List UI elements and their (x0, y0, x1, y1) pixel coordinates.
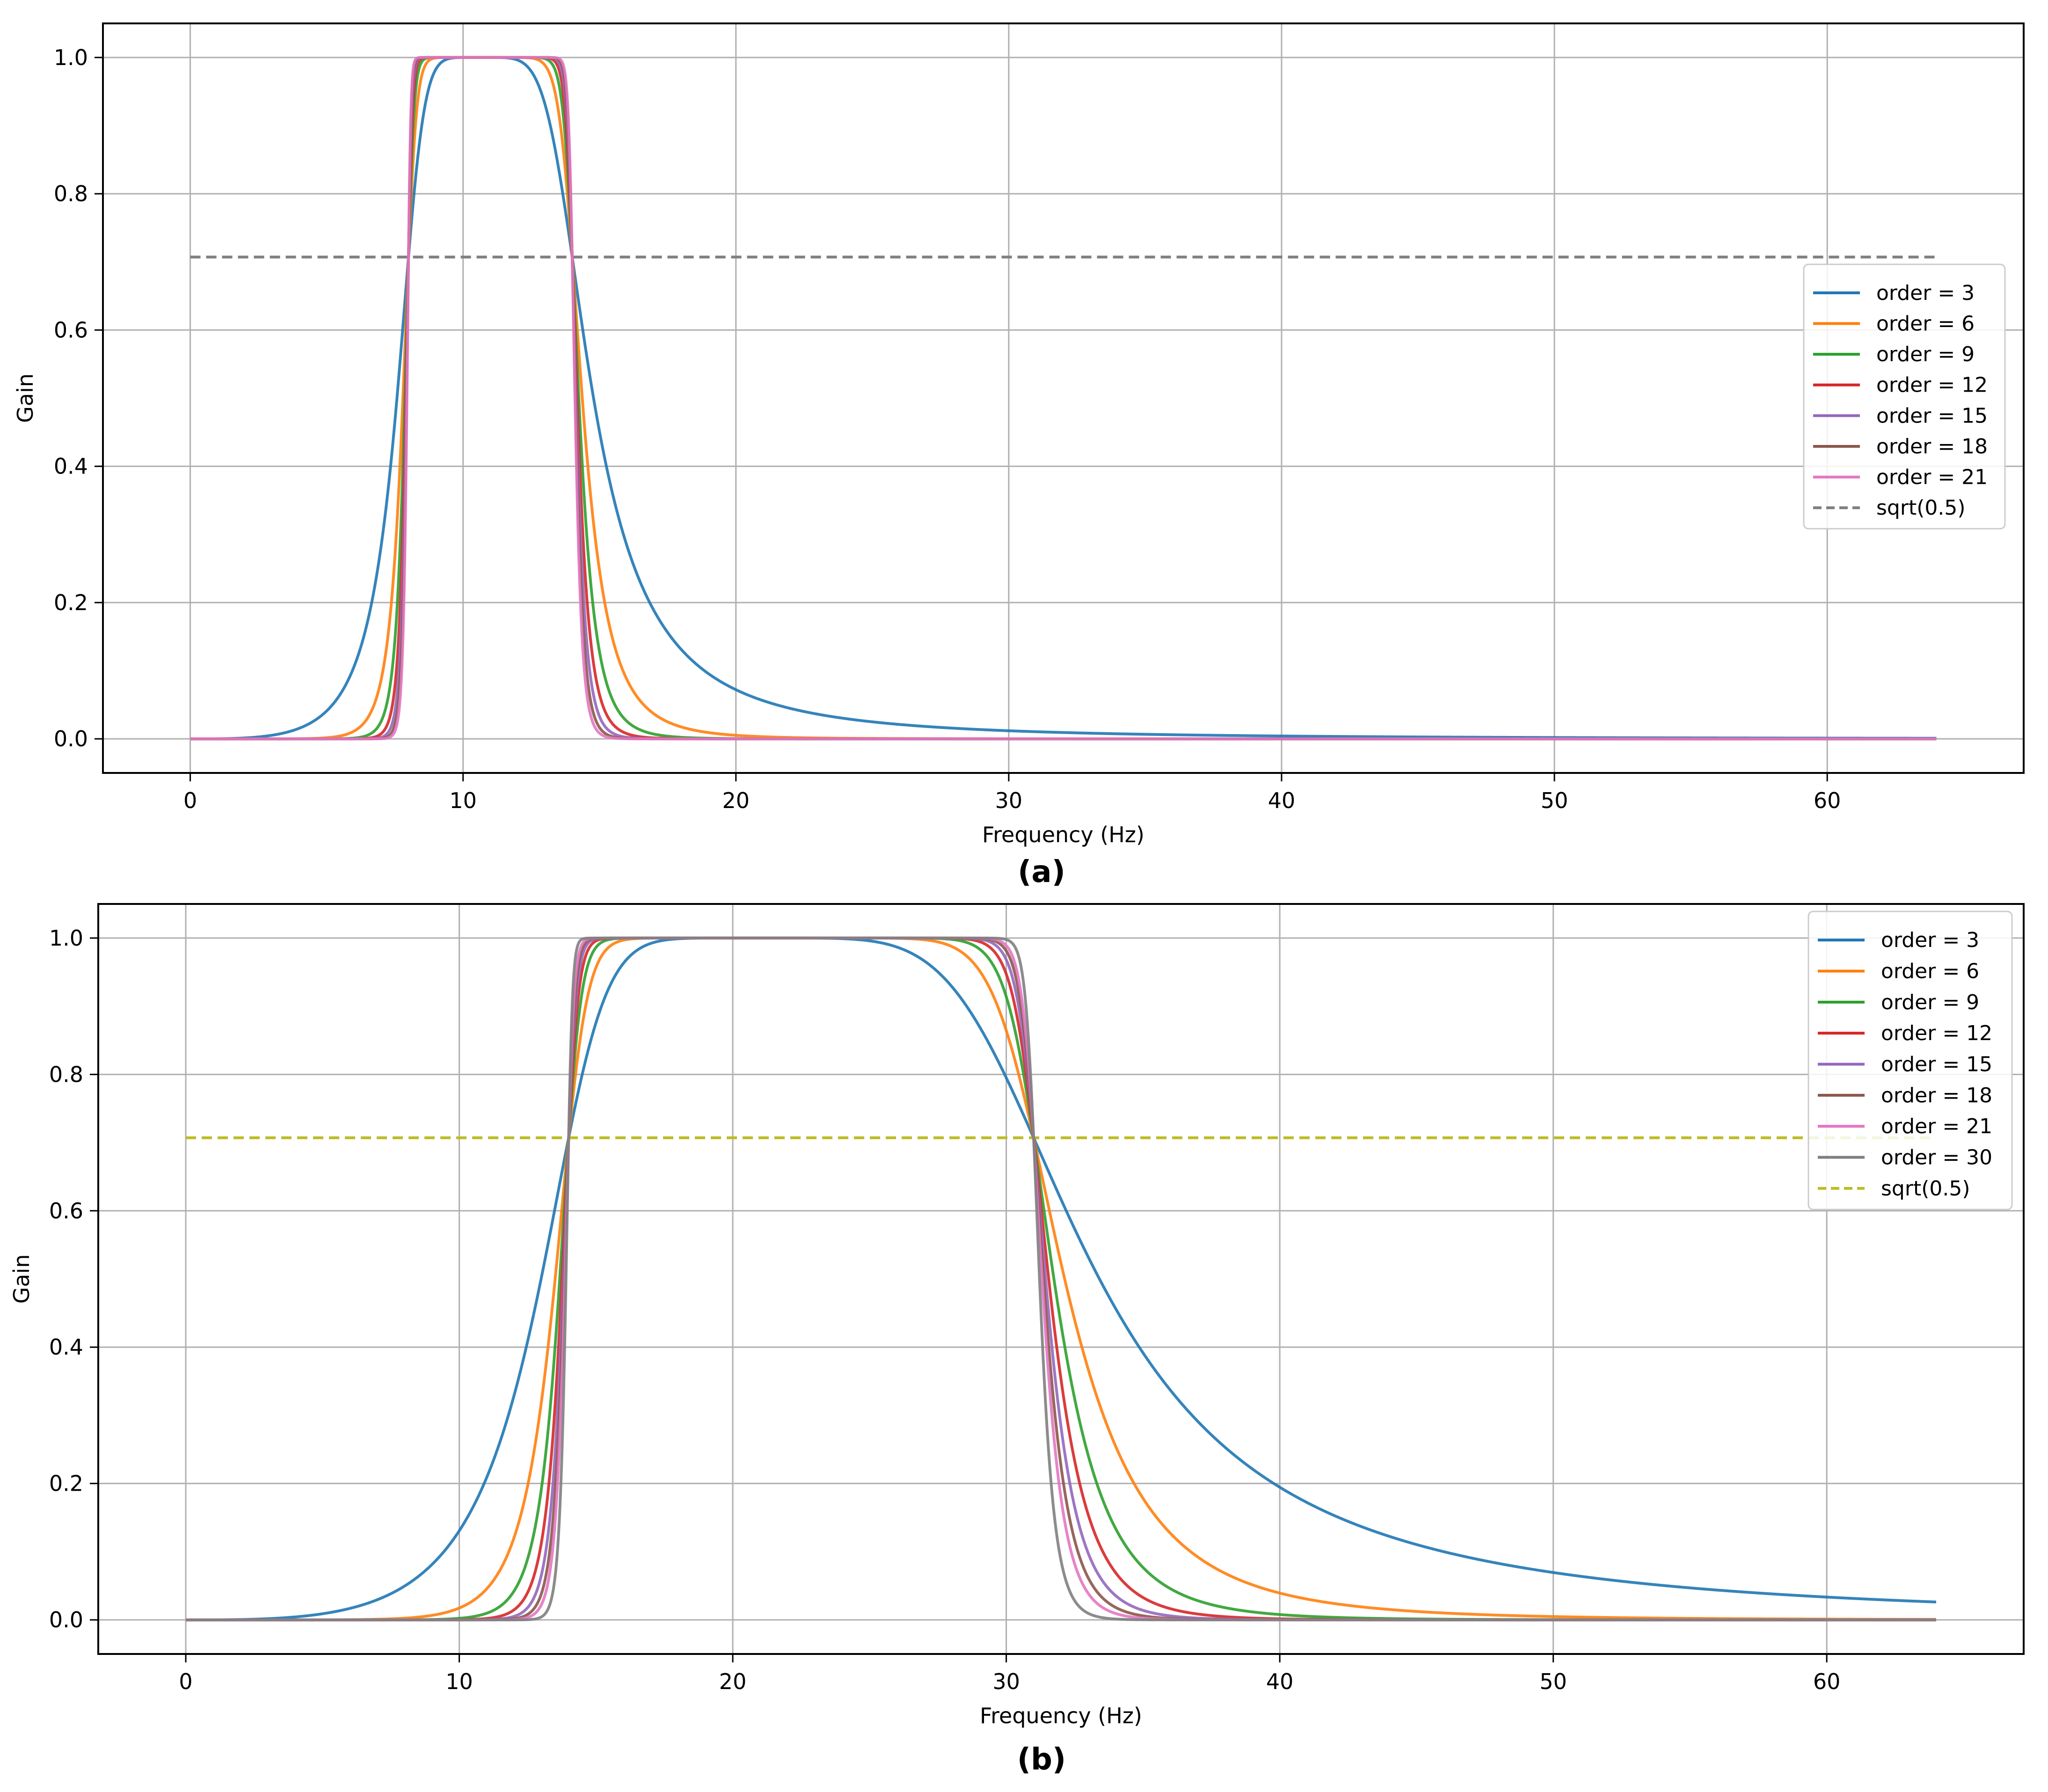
series-line (185, 936, 1937, 1622)
y-tick-label: 0.2 (49, 1471, 83, 1496)
x-axis-label: Frequency (Hz) (980, 1703, 1142, 1728)
legend-label: order = 15 (1876, 404, 1988, 428)
grid-a (103, 23, 2024, 773)
legend-label: order = 30 (1881, 1146, 1992, 1170)
x-tick-label: 0 (179, 1669, 192, 1694)
series-line (189, 56, 1937, 741)
series-line (185, 936, 1937, 1622)
y-tick-label: 0.4 (54, 454, 88, 479)
legend-label: order = 6 (1881, 960, 1979, 983)
grid-b (98, 904, 2024, 1654)
y-tick-label: 0.8 (49, 1062, 83, 1087)
series-line (189, 56, 1937, 741)
series-line (189, 56, 1937, 741)
legend-label: order = 12 (1881, 1021, 1992, 1045)
x-tick-label: 10 (449, 788, 477, 813)
y-axis-label: Gain (9, 1254, 34, 1304)
series-line (185, 936, 1937, 1622)
y-tick-label: 0.6 (49, 1198, 83, 1224)
x-tick-label: 20 (719, 1669, 747, 1694)
y-tick-label: 0.0 (54, 726, 88, 751)
panel-label-b: (b) (1017, 1742, 1066, 1777)
panel-label-a: (a) (1018, 855, 1065, 889)
legend-label: order = 21 (1881, 1115, 1992, 1138)
y-tick-label: 0.0 (49, 1607, 83, 1632)
x-tick-label: 0 (183, 788, 197, 813)
legend-label: order = 18 (1881, 1084, 1992, 1107)
legend-label: order = 18 (1876, 435, 1988, 459)
y-axis-label: Gain (13, 373, 38, 423)
x-tick-label: 60 (1814, 788, 1841, 813)
legend-label: order = 15 (1881, 1053, 1992, 1077)
y-tick-label: 1.0 (49, 925, 83, 951)
y-tick-label: 0.6 (54, 317, 88, 342)
series-line (185, 936, 1937, 1622)
y-tick-label: 0.8 (54, 181, 88, 206)
x-tick-label: 60 (1813, 1669, 1841, 1694)
chart-panel-a: 0 10 20 30 40 50 60 0.0 0.2 0.4 0.6 0.8 1.0 Frequency… (13, 22, 2025, 847)
legend-b: order = 3 order = 6 order = 9 order = 12 ord… (1807, 911, 2013, 1210)
legend-label: order = 6 (1876, 312, 1975, 335)
x-tick-label: 10 (445, 1669, 473, 1694)
y-tick-label: 0.2 (54, 590, 88, 615)
series-line (185, 936, 1937, 1622)
series-line (189, 56, 1937, 741)
x-tick-label: 50 (1539, 1669, 1567, 1694)
legend-label: sqrt(0.5) (1876, 496, 1966, 520)
plot-area-a (189, 56, 1937, 741)
legend-box (1803, 263, 2006, 530)
series-line (189, 56, 1937, 741)
x-tick-label: 40 (1266, 1669, 1294, 1694)
legend-label: order = 3 (1881, 928, 1979, 952)
plot-area-b (185, 936, 1937, 1622)
series-line (189, 56, 1937, 741)
x-tick-label: 40 (1268, 788, 1296, 813)
legend-a: order = 3 order = 6 order = 9 order = 12 ord… (1803, 263, 2006, 530)
legend-label: order = 9 (1881, 991, 1979, 1014)
series-line (189, 56, 1937, 741)
legend-label: sqrt(0.5) (1881, 1177, 1970, 1201)
series-line (185, 936, 1937, 1622)
x-tick-label: 20 (722, 788, 750, 813)
series-line (185, 936, 1937, 1622)
x-tick-label: 50 (1541, 788, 1568, 813)
legend-box (1807, 911, 2013, 1210)
axes-frame (97, 903, 2025, 1655)
legend-label: order = 12 (1876, 373, 1988, 397)
legend-label: order = 21 (1876, 466, 1988, 489)
series-line (185, 936, 1937, 1622)
x-tick-label: 30 (992, 1669, 1020, 1694)
legend-label: order = 9 (1876, 342, 1975, 366)
y-tick-label: 0.4 (49, 1334, 83, 1360)
x-axis-label: Frequency (Hz) (982, 822, 1144, 847)
chart-panel-b: 0 10 20 30 40 50 60 0.0 0.2 0.4 0.6 0.8 1.0 Frequency… (9, 903, 2025, 1728)
x-tick-label: 30 (995, 788, 1023, 813)
axes-frame (102, 22, 2025, 774)
y-tick-label: 1.0 (54, 45, 88, 70)
legend-label: order = 3 (1876, 281, 1975, 305)
